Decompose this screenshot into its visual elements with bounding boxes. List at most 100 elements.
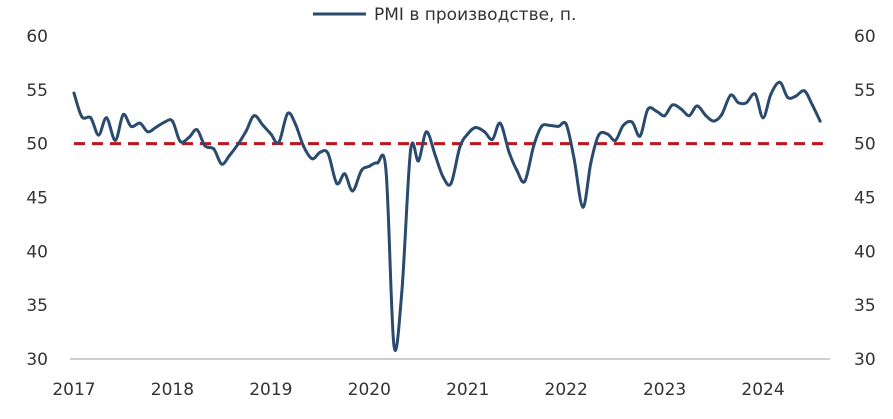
data-point [687, 114, 691, 118]
data-point [236, 142, 240, 146]
y-axis-right-tick-labels: 60 55 50 45 40 35 30 [854, 27, 876, 370]
data-point [483, 130, 486, 134]
y-right-tick-label: 40 [854, 242, 876, 262]
data-point [286, 112, 290, 115]
x-tick-label: 2018 [151, 380, 194, 400]
data-point [572, 157, 576, 161]
data-point [154, 126, 158, 129]
y-left-tick-label: 45 [26, 189, 48, 209]
y-left-tick-label: 40 [26, 242, 48, 262]
data-point [638, 134, 642, 138]
data-point [802, 89, 806, 93]
data-point [606, 132, 609, 136]
data-point [220, 162, 224, 166]
data-point [515, 169, 519, 173]
x-tick-label: 2022 [545, 380, 588, 400]
data-point [343, 172, 347, 176]
data-point [367, 164, 371, 168]
data-point [466, 132, 470, 136]
data-point [695, 104, 699, 108]
y-left-tick-label: 50 [26, 135, 48, 155]
data-point [409, 148, 413, 152]
data-point [113, 138, 117, 142]
data-point [646, 107, 650, 111]
data-point [375, 161, 379, 165]
y-right-tick-label: 35 [854, 296, 876, 316]
data-point [729, 93, 733, 97]
data-point [252, 114, 256, 118]
data-point [630, 120, 634, 124]
data-point [203, 144, 207, 148]
data-point [498, 121, 502, 125]
data-point [433, 154, 437, 157]
y-right-tick-label: 50 [854, 135, 876, 155]
y-axis-left-tick-labels: 60 55 50 45 40 35 30 [26, 27, 48, 370]
data-point [384, 169, 388, 173]
data-point [318, 150, 322, 154]
y-left-tick-label: 55 [26, 81, 48, 101]
legend-series-label: PMI в производстве, п. [374, 5, 576, 25]
data-point [507, 150, 511, 154]
x-tick-label: 2023 [643, 380, 686, 400]
data-point [786, 95, 790, 99]
data-point [532, 144, 536, 148]
data-point [778, 80, 782, 84]
y-right-tick-label: 60 [854, 27, 876, 47]
data-point [146, 130, 150, 134]
y-left-tick-label: 30 [26, 350, 48, 370]
data-point [335, 182, 339, 185]
y-right-tick-label: 30 [854, 350, 876, 370]
data-points [72, 80, 822, 347]
legend: PMI в производстве, п. [313, 5, 576, 25]
data-point [761, 116, 765, 120]
data-point [621, 123, 625, 127]
data-point [556, 124, 560, 128]
y-right-tick-label: 45 [854, 189, 876, 209]
data-point [810, 103, 814, 107]
data-point [261, 123, 265, 127]
data-point [105, 116, 108, 120]
data-point [564, 122, 568, 126]
data-point [187, 135, 191, 139]
data-point [655, 109, 659, 113]
data-point [89, 116, 93, 120]
data-point [712, 119, 716, 123]
data-point [392, 343, 396, 347]
data-point [269, 132, 273, 136]
data-point [359, 169, 363, 173]
data-point [294, 122, 297, 126]
data-point [744, 101, 748, 105]
x-tick-label: 2020 [348, 380, 391, 400]
data-point [80, 115, 84, 119]
data-point [540, 124, 544, 128]
data-point [769, 92, 773, 96]
data-point [417, 159, 420, 163]
data-point [178, 140, 182, 143]
data-point [704, 114, 708, 118]
data-point [212, 147, 216, 151]
x-tick-label: 2019 [249, 380, 292, 400]
data-point [138, 121, 142, 125]
x-tick-label: 2024 [741, 380, 784, 400]
data-point [195, 128, 199, 132]
x-axis-tick-labels: 2017 2018 2019 2020 2021 2022 2023 2024 [52, 380, 784, 400]
data-point [679, 107, 683, 111]
data-point [490, 137, 494, 141]
x-tick-label: 2017 [52, 380, 95, 400]
data-point [424, 130, 428, 134]
data-point [351, 189, 355, 193]
data-point [97, 133, 101, 137]
data-point [441, 175, 445, 179]
data-point [310, 157, 314, 161]
data-point [794, 94, 797, 98]
data-point [581, 205, 585, 209]
data-point [170, 119, 174, 123]
data-point [720, 113, 724, 117]
data-point [547, 123, 551, 127]
data-point [301, 144, 305, 148]
data-point [244, 129, 248, 133]
data-point [449, 182, 453, 185]
data-point [129, 124, 133, 128]
data-point [326, 151, 330, 155]
